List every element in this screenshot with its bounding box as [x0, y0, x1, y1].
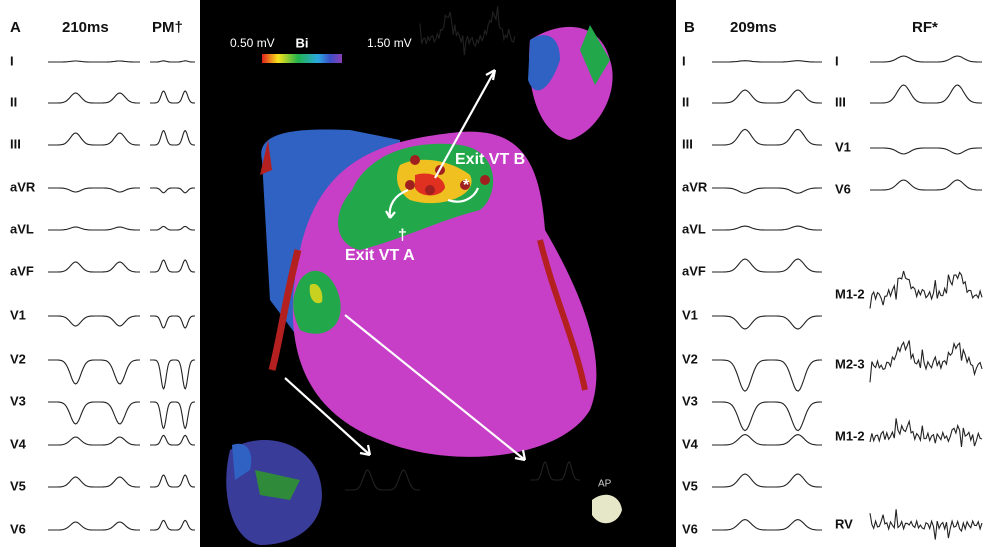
lead-label: V6: [10, 521, 26, 536]
color-bar: [262, 54, 342, 63]
lead-label: V3: [10, 393, 26, 408]
dagger: †: [398, 227, 407, 244]
header: 209ms: [730, 19, 777, 36]
exit-b-label: Exit VT B: [455, 151, 525, 168]
header: PM†: [152, 19, 183, 36]
lead-label: aVL: [10, 221, 34, 236]
lead-label: V1: [682, 307, 698, 322]
lead-label: aVL: [682, 221, 706, 236]
lead-label: II: [682, 94, 689, 109]
lead-label: aVF: [682, 263, 706, 278]
lead-label: V5: [10, 478, 26, 493]
lead-label: III: [682, 136, 693, 151]
lead-label: M1-2: [835, 286, 865, 301]
exit-a-label: Exit VT A: [345, 247, 415, 264]
lead-label: aVF: [10, 263, 34, 278]
lead-label: V5: [682, 478, 698, 493]
lead-label: V3: [682, 393, 698, 408]
lead-label: RV: [835, 516, 853, 531]
lead-label: V2: [10, 351, 26, 366]
lead-label: V6: [835, 181, 851, 196]
lead-label: I: [682, 53, 686, 68]
lead-label: V2: [682, 351, 698, 366]
lead-label: M1-2: [835, 428, 865, 443]
lead-label: I: [835, 53, 839, 68]
lead-label: V1: [10, 307, 26, 322]
view-label: AP: [598, 479, 612, 490]
lead-label: V1: [835, 139, 851, 154]
lead-label: V4: [10, 436, 27, 451]
lead-label: aVR: [10, 179, 36, 194]
lead-label: I: [10, 53, 14, 68]
lead-label: II: [10, 94, 17, 109]
figure: 0.50 mV Bi 1.50 mV Exit VT B Exit VT A †…: [0, 0, 987, 547]
header: 210ms: [62, 19, 109, 36]
lead-label: V6: [682, 521, 698, 536]
scale-max: 1.50 mV: [367, 36, 412, 50]
lead-label: V4: [682, 436, 699, 451]
lead-label: III: [10, 136, 21, 151]
scale-mode: Bi: [296, 35, 309, 50]
header: RF*: [912, 19, 938, 36]
panel-a-label: A: [10, 19, 21, 36]
lead-label: III: [835, 94, 846, 109]
panel-b-label: B: [684, 19, 695, 36]
scale-min: 0.50 mV: [230, 36, 275, 50]
lead-label: M2-3: [835, 356, 865, 371]
lead-label: aVR: [682, 179, 708, 194]
star: *: [463, 177, 470, 194]
